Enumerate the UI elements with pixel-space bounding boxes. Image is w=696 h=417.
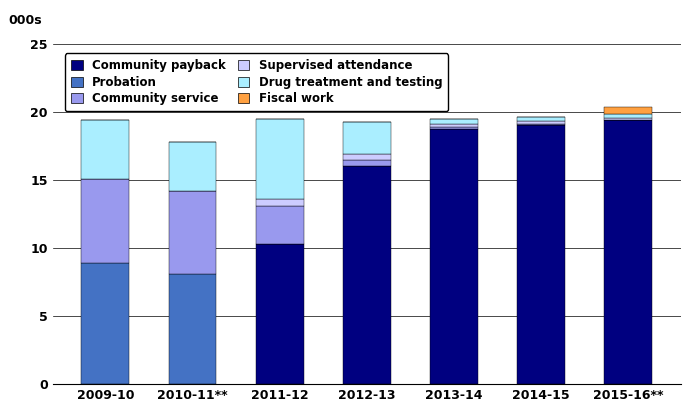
- Bar: [255, 206, 303, 244]
- Bar: [168, 191, 216, 274]
- Bar: [255, 244, 303, 384]
- Bar: [517, 123, 565, 125]
- Bar: [605, 107, 652, 114]
- Bar: [430, 119, 478, 123]
- Bar: [255, 199, 303, 206]
- Bar: [81, 120, 129, 179]
- Legend: Community payback, Probation, Community service, Supervised attendance, Drug tre: Community payback, Probation, Community …: [65, 53, 448, 111]
- Bar: [343, 154, 391, 160]
- Bar: [168, 274, 216, 384]
- Bar: [517, 117, 565, 121]
- Bar: [430, 127, 478, 129]
- Bar: [343, 160, 391, 166]
- Bar: [81, 263, 129, 384]
- Bar: [605, 118, 652, 120]
- Bar: [605, 114, 652, 118]
- Text: 000s: 000s: [9, 14, 42, 27]
- Bar: [430, 123, 478, 127]
- Bar: [605, 120, 652, 384]
- Bar: [430, 129, 478, 384]
- Bar: [255, 119, 303, 199]
- Bar: [517, 125, 565, 384]
- Bar: [168, 142, 216, 191]
- Bar: [81, 179, 129, 263]
- Bar: [343, 122, 391, 154]
- Bar: [517, 121, 565, 123]
- Bar: [343, 166, 391, 384]
